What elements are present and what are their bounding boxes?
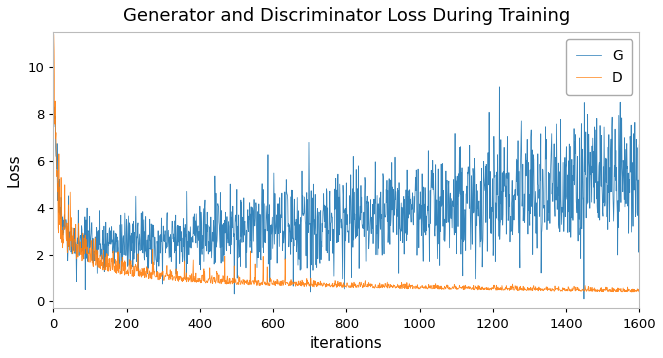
D — [627, 290, 635, 294]
G — [50, 90, 58, 94]
G — [580, 297, 588, 301]
Y-axis label: Loss: Loss — [7, 154, 22, 187]
G — [635, 143, 643, 147]
Legend: G, D: G, D — [566, 39, 633, 95]
G — [418, 172, 426, 176]
D — [635, 290, 643, 294]
G — [586, 150, 594, 154]
D — [595, 289, 603, 293]
D — [585, 288, 593, 292]
G — [495, 85, 503, 89]
G — [627, 170, 634, 174]
D — [418, 283, 426, 287]
D — [50, 32, 58, 37]
D — [276, 283, 284, 287]
Line: G: G — [54, 87, 639, 299]
D — [626, 289, 634, 294]
X-axis label: iterations: iterations — [310, 336, 383, 351]
G — [345, 230, 353, 234]
Line: D: D — [54, 34, 639, 292]
G — [595, 160, 603, 165]
G — [276, 231, 284, 235]
Title: Generator and Discriminator Loss During Training: Generator and Discriminator Loss During … — [123, 7, 570, 25]
D — [345, 284, 353, 288]
